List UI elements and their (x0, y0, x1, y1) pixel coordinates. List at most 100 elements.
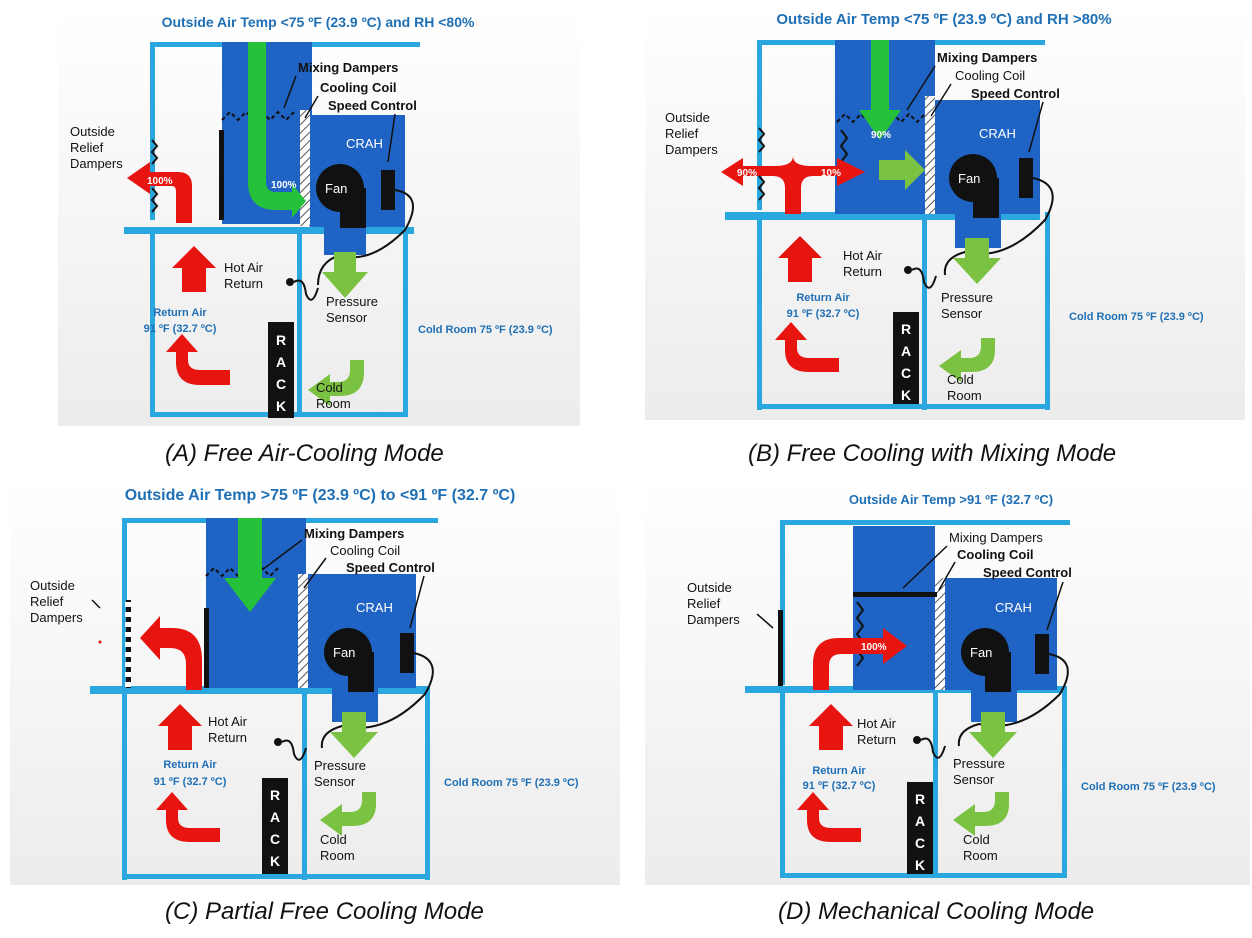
rack-letter: A (901, 343, 911, 359)
leader-lines (906, 65, 1044, 153)
panel-d: Outside Air Temp >91 ºF (32.7 ºC) 100% F… (635, 478, 1252, 938)
pressure-label-1: Pressure (314, 758, 366, 773)
outside-relief-dampers (757, 127, 766, 201)
sensor-wire (293, 279, 319, 301)
hot-air-return-arrow (778, 236, 822, 282)
pressure-label-1: Pressure (953, 756, 1005, 771)
outside-relief-dampers (150, 139, 159, 213)
cold-room-arrow (308, 360, 364, 406)
leader-lines (261, 539, 425, 629)
return-air-temp: 91 ºF (32.7 ºC) (803, 780, 876, 792)
rack-letter: A (276, 354, 286, 370)
percent-relief: 100% (147, 176, 173, 187)
cold-label-1: Cold (963, 832, 990, 847)
fan-housing (973, 178, 999, 218)
rack-letter: K (901, 387, 911, 403)
supply-down-arrow (330, 712, 378, 758)
mixing-chamber (853, 526, 935, 690)
rack (268, 322, 294, 418)
relief-damper-blade (219, 130, 224, 220)
hot-air-return-arrow (158, 704, 202, 750)
panel-c: Outside Air Temp >75 ºF (23.9 ºC) to <91… (0, 478, 620, 938)
speed-control-wire (317, 189, 414, 286)
rack-letter: R (901, 321, 911, 337)
cooling-coil (935, 578, 945, 690)
mix-to-coil-arrow (879, 150, 925, 190)
cooling-coil (925, 96, 935, 214)
rack-letter: C (276, 376, 286, 392)
closed-mixing-damper (853, 592, 937, 597)
hot-air-label-2: Return (208, 730, 247, 745)
cooling-coil-label: Cooling Coil (320, 80, 397, 95)
mixing-dampers-label: Mixing Dampers (949, 530, 1043, 545)
return-air-arrow (775, 322, 839, 372)
hot-air-label-2: Return (857, 732, 896, 747)
rack (907, 782, 933, 874)
speed-control-box (400, 633, 414, 673)
relief-label-1: Outside (687, 580, 732, 595)
crah-label: CRAH (979, 126, 1016, 141)
cold-label-2: Room (947, 388, 982, 403)
panel-b: Outside Air Temp <75 ºF (23.9 ºC) and RH… (625, 0, 1245, 460)
cold-room-temp: Cold Room 75 ºF (23.9 ºC) (1069, 311, 1204, 323)
pressure-label-1: Pressure (326, 294, 378, 309)
fan-label: Fan (958, 171, 980, 186)
cold-label-2: Room (963, 848, 998, 863)
caption-a: (A) Free Air-Cooling Mode (165, 440, 444, 467)
hot-air-label-1: Hot Air (843, 248, 883, 263)
mixing-dampers-label: Mixing Dampers (304, 526, 404, 541)
crah-label: CRAH (346, 136, 383, 151)
diagram-b: Outside Air Temp <75 ºF (23.9 ºC) and RH… (645, 5, 1245, 420)
speed-control-label: Speed Control (971, 86, 1060, 101)
relief-label-3: Dampers (70, 156, 123, 171)
return-air-arrow (797, 792, 861, 842)
leader-line (756, 613, 774, 629)
return-air-label: Return Air (153, 307, 207, 319)
cooling-coil-label: Cooling Coil (955, 68, 1025, 83)
mixing-dampers-label: Mixing Dampers (937, 50, 1037, 65)
fan-outlet (324, 225, 366, 255)
speed-control-box (1035, 634, 1049, 674)
fan-label: Fan (970, 645, 992, 660)
speed-control-box (1019, 158, 1033, 198)
speed-control-label: Speed Control (983, 565, 1072, 580)
cold-room-temp: Cold Room 75 ºF (23.9 ºC) (444, 777, 579, 789)
rack-letter: K (270, 853, 280, 869)
relief-damper-blade (204, 608, 209, 688)
fan-label: Fan (325, 181, 347, 196)
hot-air-label-2: Return (843, 264, 882, 279)
pressure-label-2: Sensor (953, 772, 995, 787)
relief-label-3: Dampers (30, 610, 83, 625)
pressure-label-1: Pressure (941, 290, 993, 305)
percent-mix: 10% (821, 168, 841, 179)
cold-room-temp: Cold Room 75 ºF (23.9 ºC) (418, 324, 553, 336)
sensor-wire (911, 267, 937, 289)
split-air-arrow (721, 156, 865, 214)
rack-letter: C (915, 835, 925, 851)
fan-housing (348, 652, 374, 692)
diagram-c: Outside Air Temp >75 ºF (23.9 ºC) to <91… (10, 480, 620, 885)
cold-room-arrow (939, 338, 995, 382)
rack (893, 312, 919, 404)
cooling-coil-label: Cooling Coil (957, 547, 1034, 562)
rack-letter: C (901, 365, 911, 381)
fan-housing (340, 188, 366, 228)
return-air-temp: 91 ºF (32.7 ºC) (787, 308, 860, 320)
sensor-wire (281, 739, 307, 761)
hot-air-label-1: Hot Air (224, 260, 264, 275)
building-walls (725, 40, 1050, 410)
hot-air-label-1: Hot Air (208, 714, 248, 729)
condition-title: Outside Air Temp <75 ºF (23.9 ºC) and RH… (776, 11, 1111, 28)
building-walls (90, 518, 438, 880)
speed-control-label: Speed Control (328, 98, 417, 113)
percent-inlet: 90% (871, 130, 891, 141)
outside-air-arrow (859, 40, 901, 140)
hot-air-label-2: Return (224, 276, 263, 291)
condition-title: Outside Air Temp >75 ºF (23.9 ºC) to <91… (125, 487, 516, 504)
rack-letter: R (915, 791, 925, 807)
pressure-sensor-icon (274, 738, 282, 746)
pressure-sensor-icon (904, 266, 912, 274)
recirc-air-arrow (813, 628, 907, 690)
rack (262, 778, 288, 874)
leader-lines (902, 545, 1064, 631)
